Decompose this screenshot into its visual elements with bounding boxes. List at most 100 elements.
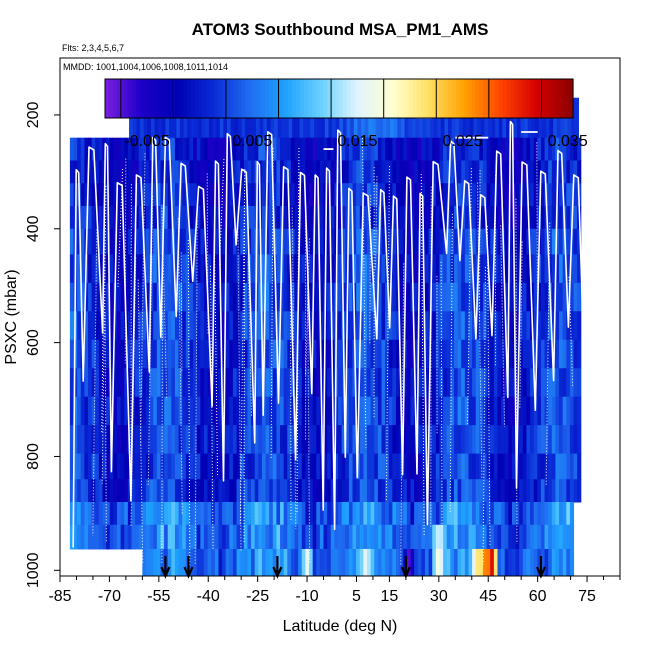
heatmap-cell <box>399 282 404 312</box>
heatmap-cell <box>240 254 245 284</box>
heatmap-cell <box>298 339 303 369</box>
profile-dots <box>161 246 164 565</box>
heatmap-cell <box>131 254 136 284</box>
heatmap-cell <box>468 228 473 255</box>
heatmap-cell <box>120 425 125 455</box>
heatmap-cell <box>287 453 292 480</box>
heatmap-cell <box>290 453 296 480</box>
heatmap-cell <box>490 502 495 526</box>
heatmap-cell <box>555 548 560 576</box>
heatmap-cell <box>356 311 361 341</box>
heatmap-cell <box>464 425 469 455</box>
heatmap-cell <box>113 524 118 550</box>
heatmap-cell <box>316 339 321 369</box>
heatmap-cell <box>327 368 332 398</box>
heatmap-cell <box>475 137 480 161</box>
heatmap-cell <box>479 160 484 184</box>
heatmap-cell <box>457 453 462 480</box>
heatmap-cell <box>530 425 535 455</box>
heatmap-cell <box>196 453 201 480</box>
colorbar-swatch <box>502 79 508 118</box>
heatmap-cell <box>102 339 107 369</box>
heatmap-cell <box>319 137 325 161</box>
heatmap-cell <box>91 160 96 184</box>
heatmap-cell <box>95 502 100 526</box>
heatmap-cell <box>203 206 209 230</box>
heatmap-cell <box>261 548 267 576</box>
colorbar-swatch <box>432 79 438 118</box>
heatmap-cell <box>417 396 422 426</box>
colorbar-swatch <box>253 79 258 118</box>
heatmap-cell <box>388 425 393 455</box>
heatmap-cell <box>272 425 277 455</box>
heatmap-cell <box>178 254 183 284</box>
heatmap-cell <box>345 183 350 207</box>
heatmap-cell <box>203 137 209 161</box>
heatmap-cell <box>138 183 143 207</box>
heatmap-cell <box>461 368 466 398</box>
heatmap-cell <box>501 502 506 526</box>
heatmap-cell <box>88 183 93 207</box>
heatmap-cell <box>189 502 194 526</box>
heatmap-cell <box>461 548 466 576</box>
heatmap-cell <box>428 524 433 550</box>
heatmap-cell <box>573 396 578 426</box>
heatmap-cell <box>352 396 357 426</box>
heatmap-cell <box>236 183 241 207</box>
heatmap-cell <box>200 282 205 312</box>
heatmap-cell <box>359 425 364 455</box>
heatmap-cell <box>203 160 209 184</box>
heatmap-cell <box>243 368 248 398</box>
heatmap-cell <box>348 228 354 255</box>
heatmap-cell <box>145 368 151 398</box>
heatmap-cell <box>142 396 147 426</box>
heatmap-cell <box>482 206 488 230</box>
heatmap-cell <box>504 311 509 341</box>
heatmap-cell <box>392 453 397 480</box>
heatmap-cell <box>490 453 495 480</box>
heatmap-cell <box>145 502 151 526</box>
heatmap-cell <box>385 160 390 184</box>
heatmap-cell <box>330 160 335 184</box>
colorbar-swatch <box>112 79 118 118</box>
heatmap-cell <box>533 396 538 426</box>
heatmap-cell <box>421 502 426 526</box>
heatmap-cell <box>102 524 107 550</box>
heatmap-cell <box>145 425 151 455</box>
heatmap-cell <box>566 502 571 526</box>
heatmap-cell <box>276 137 281 161</box>
heatmap-cell <box>236 396 241 426</box>
heatmap-cell <box>348 339 354 369</box>
colorbar-swatch <box>479 79 484 118</box>
heatmap-cell <box>577 254 582 284</box>
heatmap-cell <box>559 479 564 503</box>
heatmap-cell <box>160 396 165 426</box>
heatmap-cell <box>294 206 299 230</box>
heatmap-cell <box>417 311 422 341</box>
heatmap-cell <box>396 524 401 550</box>
heatmap-cell <box>294 502 299 526</box>
heatmap-cell <box>88 524 93 550</box>
heatmap-cell <box>301 548 306 576</box>
profile-dots <box>140 153 146 447</box>
heatmap-cell <box>240 183 245 207</box>
heatmap-cell <box>475 160 480 184</box>
heatmap-cell <box>399 183 404 207</box>
heatmap-cell <box>280 160 285 184</box>
heatmap-cell <box>562 479 567 503</box>
heatmap-cell <box>327 254 332 284</box>
heatmap-cell <box>283 453 288 480</box>
heatmap-cell <box>225 425 230 455</box>
heatmap-cell <box>164 339 169 369</box>
heatmap-cell <box>356 548 361 576</box>
heatmap-cell <box>185 502 190 526</box>
heatmap-cell <box>486 137 491 161</box>
heatmap-cell <box>530 479 535 503</box>
heatmap-cell <box>243 228 248 255</box>
heatmap-cell <box>290 282 296 312</box>
heatmap-cell <box>225 206 230 230</box>
heatmap-cell <box>490 339 495 369</box>
heatmap-cell <box>482 368 488 398</box>
profile-dots <box>440 261 443 530</box>
heatmap-cell <box>171 206 176 230</box>
